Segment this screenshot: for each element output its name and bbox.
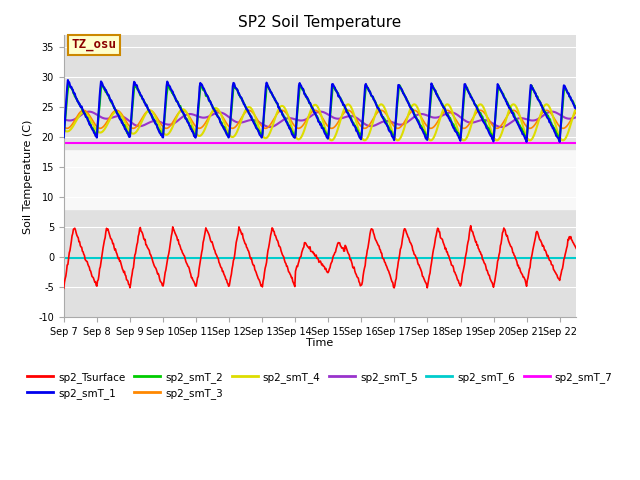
Bar [64,36,576,149]
sp2_smT_4 [440,105,447,111]
sp2_smT_2 [60,133,68,139]
sp2_smT_2 [428,82,436,88]
sp2_smT_1 [64,77,72,83]
sp2_smT_6 [428,255,435,261]
sp2_smT_3 [460,125,468,131]
sp2_smT_4 [62,128,70,134]
sp2_Tsurface [60,286,68,291]
sp2_smT_3 [278,108,286,113]
sp2_smT_6 [298,255,305,261]
sp2_smT_3 [132,125,140,131]
sp2_smT_7 [572,141,580,146]
Line: sp2_smT_5: sp2_smT_5 [64,112,576,127]
sp2_smT_1 [279,113,287,119]
Text: TZ_osu: TZ_osu [72,38,116,51]
sp2_smT_5 [299,118,307,123]
sp2_smT_3 [572,109,580,115]
Line: sp2_smT_3: sp2_smT_3 [64,110,576,128]
sp2_smT_2 [98,81,106,86]
Bar [64,209,576,317]
Line: sp2_smT_2: sp2_smT_2 [64,84,576,138]
sp2_smT_4 [278,103,286,109]
sp2_smT_5 [62,117,70,123]
sp2_smT_6 [60,255,68,261]
sp2_smT_1 [556,139,564,145]
sp2_smT_5 [266,124,274,130]
sp2_smT_1 [299,85,307,91]
sp2_smT_5 [279,117,287,123]
sp2_smT_5 [572,114,580,120]
sp2_Tsurface [132,251,140,256]
sp2_smT_4 [60,127,68,132]
sp2_Tsurface [298,250,305,255]
sp2_smT_1 [62,104,70,110]
sp2_smT_7 [60,141,68,146]
sp2_smT_7 [62,141,70,146]
Title: SP2 Soil Temperature: SP2 Soil Temperature [238,15,402,30]
sp2_smT_4 [428,137,435,143]
sp2_smT_7 [298,141,305,146]
sp2_Tsurface [467,223,474,228]
sp2_smT_5 [442,111,449,117]
sp2_smT_2 [279,112,287,118]
sp2_smT_5 [317,109,324,115]
sp2_smT_2 [523,135,531,141]
sp2_smT_3 [298,124,305,130]
sp2_smT_1 [428,82,436,88]
sp2_smT_2 [572,105,580,111]
Line: sp2_smT_1: sp2_smT_1 [64,80,576,142]
sp2_smT_7 [428,141,435,146]
sp2_smT_5 [132,122,140,128]
sp2_smT_4 [132,130,140,135]
sp2_smT_7 [132,141,140,146]
Line: sp2_Tsurface: sp2_Tsurface [64,226,576,288]
sp2_smT_4 [298,133,305,139]
Y-axis label: Soil Temperature (C): Soil Temperature (C) [23,119,33,233]
Line: sp2_smT_4: sp2_smT_4 [64,104,576,140]
Bar [64,149,576,209]
sp2_smT_5 [429,115,436,120]
sp2_smT_3 [477,108,484,113]
sp2_Tsurface [440,241,447,247]
sp2_smT_6 [62,255,70,261]
sp2_smT_2 [299,87,307,93]
sp2_Tsurface [428,261,435,266]
sp2_smT_2 [441,105,449,111]
sp2_smT_4 [477,101,484,107]
sp2_smT_5 [60,117,68,122]
sp2_smT_4 [460,137,468,143]
sp2_smT_1 [441,106,449,111]
X-axis label: Time: Time [307,338,333,348]
sp2_smT_2 [62,110,70,116]
sp2_smT_3 [62,125,70,131]
sp2_smT_6 [572,255,580,261]
sp2_smT_6 [278,255,286,261]
sp2_Tsurface [278,252,286,258]
sp2_smT_7 [278,141,286,146]
sp2_smT_2 [132,84,140,90]
sp2_Tsurface [572,246,580,252]
sp2_smT_1 [60,134,68,140]
sp2_smT_1 [572,106,580,112]
sp2_smT_4 [572,105,580,111]
sp2_Tsurface [62,273,70,279]
sp2_smT_6 [132,255,140,261]
sp2_smT_3 [428,125,435,131]
sp2_smT_3 [60,124,68,130]
sp2_smT_6 [440,255,447,261]
sp2_smT_3 [440,109,447,115]
sp2_smT_1 [132,83,140,88]
sp2_smT_7 [440,141,447,146]
Legend: sp2_Tsurface, sp2_smT_1, sp2_smT_2, sp2_smT_3, sp2_smT_4, sp2_smT_5, sp2_smT_6, : sp2_Tsurface, sp2_smT_1, sp2_smT_2, sp2_… [23,368,617,403]
